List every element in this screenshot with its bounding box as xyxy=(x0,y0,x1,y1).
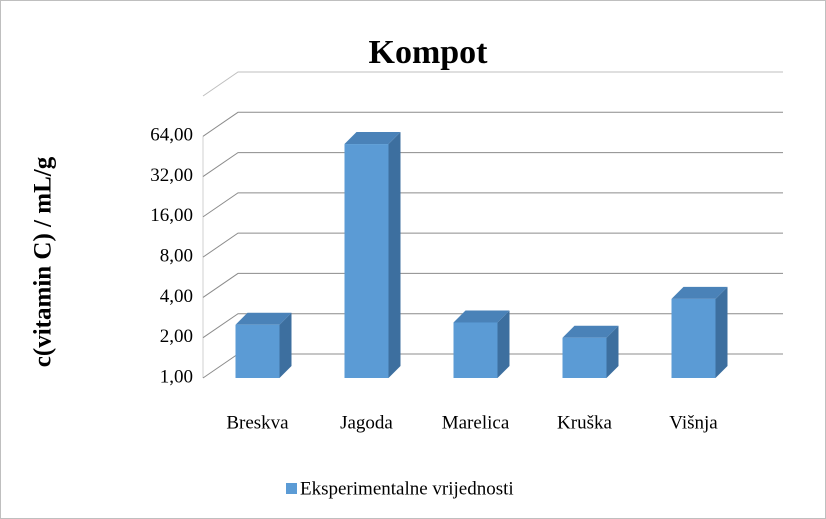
x-tick-label: Breskva xyxy=(226,412,289,433)
x-tick-label: Višnja xyxy=(669,412,718,433)
bar xyxy=(562,337,607,378)
x-tick-label: Marelica xyxy=(442,412,510,433)
bar-top xyxy=(562,325,619,338)
x-tick-label: Jagoda xyxy=(340,412,393,433)
y-tick-label: 16,00 xyxy=(150,205,193,226)
bar xyxy=(453,322,498,378)
x-tick-label: Kruška xyxy=(557,412,612,433)
y-tick-label: 4,00 xyxy=(160,286,193,307)
bar-top xyxy=(453,310,510,323)
bar xyxy=(671,298,716,378)
bar-top xyxy=(235,312,292,325)
bar xyxy=(235,324,280,378)
y-axis-label: c(vitamin C) / mL/g xyxy=(30,156,57,367)
chart-title: Kompot xyxy=(369,34,489,71)
bar-top xyxy=(344,132,401,145)
bar-side xyxy=(279,312,292,378)
legend-swatch xyxy=(286,483,297,494)
grid-line xyxy=(202,272,783,298)
bar-side xyxy=(497,310,510,378)
bar-top xyxy=(671,286,728,299)
grid-line xyxy=(202,152,783,177)
grid-line xyxy=(202,192,783,218)
y-tick-label: 1,00 xyxy=(160,366,193,387)
bar-side xyxy=(715,286,728,378)
wall-top xyxy=(202,71,783,97)
bar-side xyxy=(388,132,401,378)
grid-line xyxy=(202,232,783,258)
y-tick-label: 8,00 xyxy=(160,246,193,267)
y-tick-label: 32,00 xyxy=(150,165,193,186)
y-tick-label: 2,00 xyxy=(160,326,193,347)
grid-line xyxy=(202,313,783,339)
grid-line xyxy=(202,111,783,137)
bar xyxy=(344,144,389,378)
legend-label: Eksperimentalne vrijednosti xyxy=(300,478,514,499)
bar-side xyxy=(606,325,619,378)
y-tick-label: 64,00 xyxy=(150,125,193,146)
